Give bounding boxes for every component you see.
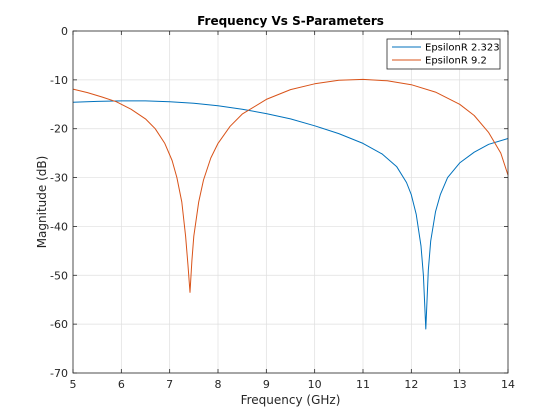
y-tick-label: -60 [50,318,68,331]
x-tick-label: 12 [404,378,418,391]
x-tick-label: 14 [501,378,515,391]
series-line-1 [72,78,509,293]
x-tick-label: 5 [70,378,77,391]
plot-frame [72,30,509,374]
x-tick-label: 11 [356,378,370,391]
y-axis-label: Magnitude (dB) [35,156,49,249]
x-tick-label: 6 [118,378,125,391]
x-tick-label: 9 [263,378,270,391]
series-layer [72,78,509,330]
legend-box [386,38,501,70]
x-tick-label: 7 [166,378,173,391]
y-tick-label: -70 [50,367,68,380]
legend-label-0: EpsilonR 2.323 [425,43,500,54]
y-tick-label: -20 [50,123,68,136]
ticks: 5 6 7 8 9 10 11 12 13 14 0 -10 -20 -30 -40 -50 -60 -70 [50,25,515,391]
legend: EpsilonR 2.323 EpsilonR 9.2 [386,38,501,70]
chart-title: Frequency Vs S-Parameters [197,14,384,28]
y-tick-label: -10 [50,74,68,87]
y-tick-label: -40 [50,220,68,233]
x-tick-label: 8 [215,378,222,391]
y-tick-label: -30 [50,172,68,185]
x-tick-label: 10 [308,378,322,391]
plot-area [73,31,508,373]
x-axis-label: Frequency (GHz) [241,393,341,407]
series-line-0 [72,100,509,330]
x-tick-label: 13 [453,378,467,391]
y-tick-label: 0 [61,25,68,38]
y-tick-label: -50 [50,269,68,282]
legend-label-1: EpsilonR 9.2 [425,56,487,67]
